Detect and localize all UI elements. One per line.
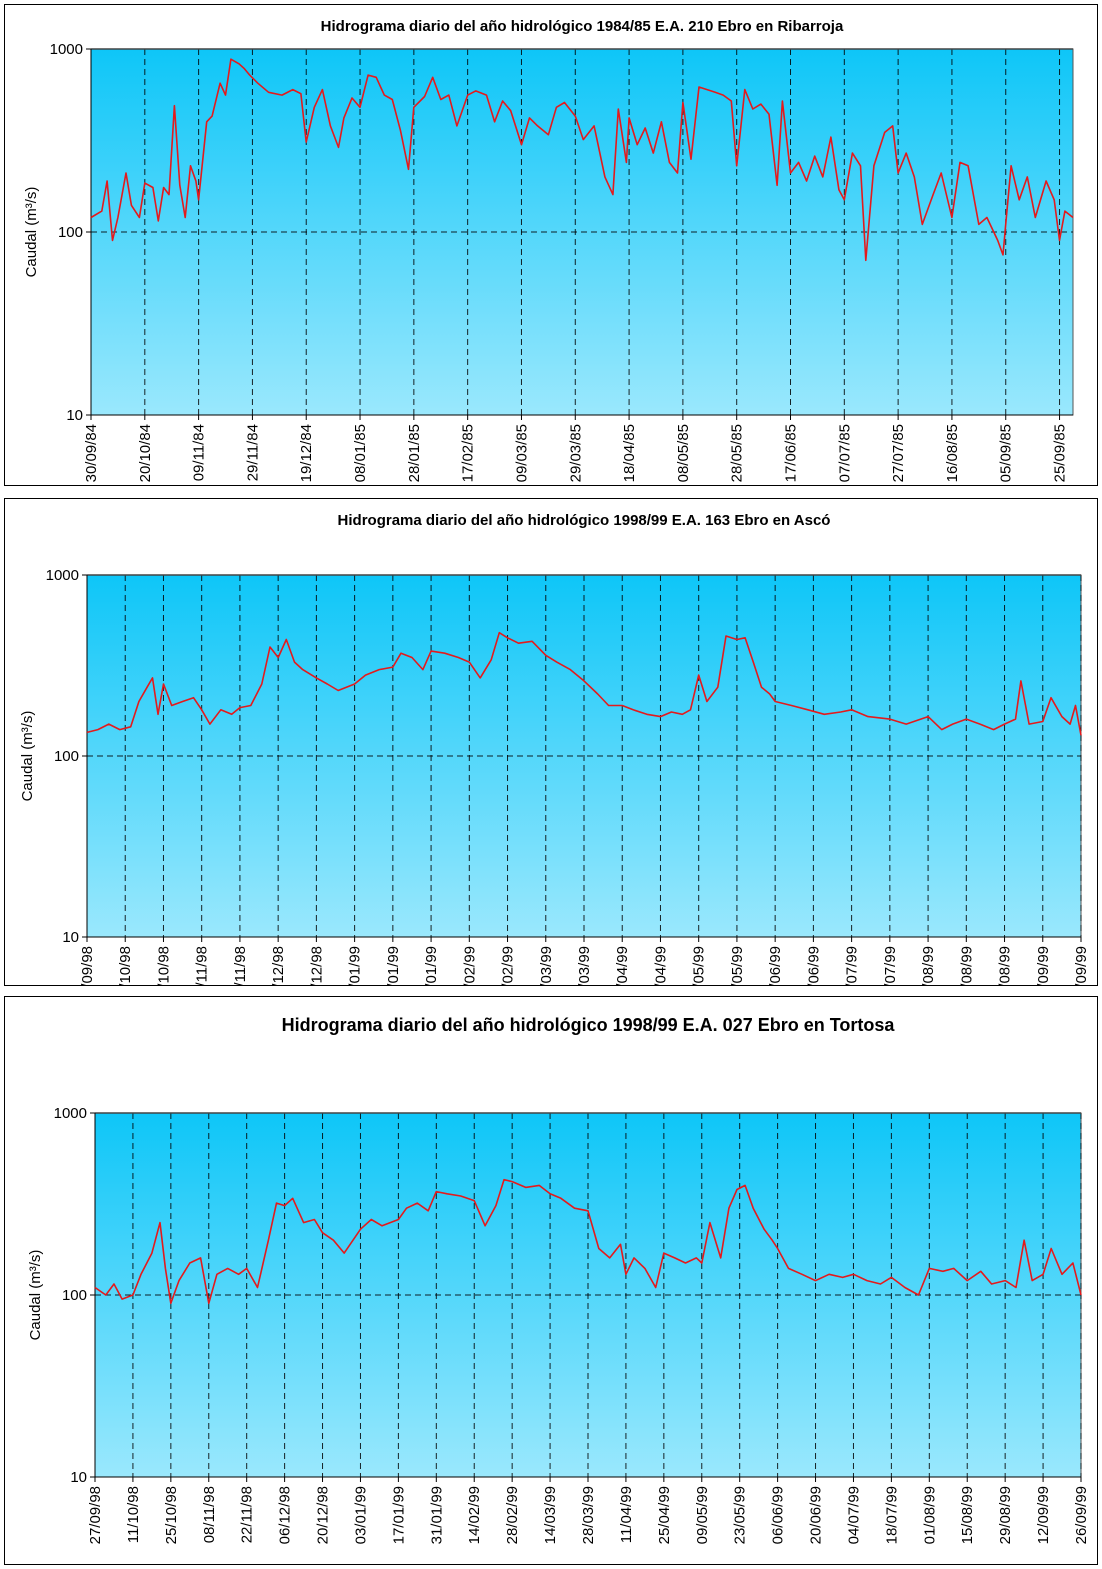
y-tick-label: 10 [62, 929, 79, 946]
hydrograph-chart-ribarroja: Hidrograma diario del año hidrológico 19… [23, 18, 1074, 482]
y-tick-label: 1000 [50, 41, 83, 58]
x-tick-label: 18/07/99 [882, 946, 899, 985]
x-tick-label: 20/10/84 [137, 424, 154, 482]
y-tick-label: 10 [66, 407, 83, 424]
x-tick-label: 07/07/85 [836, 424, 853, 482]
x-tick-label: 20/12/98 [315, 1486, 332, 1544]
x-tick-label: 25/09/85 [1052, 424, 1069, 482]
x-tick-label: 28/05/85 [729, 424, 746, 482]
x-tick-label: 19/12/84 [298, 424, 315, 482]
x-tick-label: 15/08/99 [958, 946, 975, 985]
x-tick-label: 28/02/99 [504, 1486, 521, 1544]
y-tick-label: 100 [62, 1287, 87, 1304]
x-tick-label: 03/01/99 [347, 946, 364, 985]
x-tick-label: 11/04/99 [614, 946, 631, 985]
x-tick-label: 17/02/85 [460, 424, 477, 482]
y-axis-label: Caudal (m³/s) [19, 711, 36, 802]
x-tick-label: 09/11/84 [191, 424, 208, 481]
x-tick-label: 31/01/99 [428, 1486, 445, 1544]
discharge-series-line [94, 1178, 1082, 1305]
y-axis-label: Caudal (m³/s) [27, 1250, 44, 1341]
x-tick-label: 06/12/98 [270, 946, 287, 985]
discharge-series-line [90, 58, 1074, 262]
x-tick-label: 18/04/85 [621, 424, 638, 482]
chart-title: Hidrograma diario del año hidrológico 19… [321, 18, 844, 35]
x-tick-label: 15/08/99 [959, 1486, 976, 1544]
y-tick-label: 100 [54, 748, 79, 765]
x-tick-label: 14/03/99 [542, 1486, 559, 1544]
x-tick-label: 14/02/99 [466, 1486, 483, 1544]
x-tick-label: 14/03/99 [538, 946, 555, 985]
x-tick-label: 25/04/99 [656, 1486, 673, 1544]
x-tick-label: 06/06/99 [767, 946, 784, 985]
x-tick-label: 29/11/84 [244, 424, 261, 481]
x-tick-label: 17/01/99 [385, 946, 402, 985]
x-tick-label: 11/10/98 [125, 1486, 142, 1543]
x-tick-label: 12/09/99 [1035, 946, 1052, 985]
x-tick-label: 16/08/85 [944, 424, 961, 482]
chart-panel-ribarroja: Hidrograma diario del año hidrológico 19… [4, 4, 1098, 486]
chart-title: Hidrograma diario del año hidrológico 19… [338, 512, 831, 529]
x-tick-label: 08/05/85 [675, 424, 692, 482]
discharge-series-line [86, 631, 1082, 736]
x-tick-label: 01/08/99 [920, 946, 937, 985]
x-tick-label: 22/11/98 [239, 1486, 256, 1543]
chart-title: Hidrograma diario del año hidrológico 19… [282, 1015, 896, 1035]
x-tick-label: 04/07/99 [844, 946, 861, 985]
chart-panel-tortosa: Hidrograma diario del año hidrológico 19… [4, 996, 1098, 1565]
x-tick-label: 08/01/85 [352, 424, 369, 482]
x-tick-label: 14/02/99 [461, 946, 478, 985]
x-tick-label: 18/07/99 [883, 1486, 900, 1544]
x-tick-label: 31/01/99 [423, 946, 440, 985]
y-axis-label: Caudal (m³/s) [23, 187, 40, 278]
x-tick-label: 09/05/99 [694, 1486, 711, 1544]
x-tick-label: 08/11/98 [194, 946, 211, 985]
y-tick-label: 1000 [46, 567, 79, 584]
y-tick-label: 1000 [54, 1105, 87, 1122]
x-tick-label: 28/03/99 [576, 946, 593, 985]
x-tick-label: 30/09/84 [83, 424, 100, 482]
y-tick-label: 10 [70, 1469, 87, 1486]
x-tick-label: 20/12/98 [308, 946, 325, 985]
x-tick-label: 11/10/98 [117, 946, 134, 985]
x-tick-label: 28/01/85 [406, 424, 423, 482]
x-tick-label: 08/11/98 [201, 1486, 218, 1543]
x-tick-label: 09/03/85 [513, 424, 530, 482]
x-tick-label: 26/09/99 [1073, 1486, 1090, 1544]
x-tick-label: 01/08/99 [921, 1486, 938, 1544]
x-tick-label: 03/01/99 [352, 1486, 369, 1544]
x-tick-label: 11/04/99 [618, 1486, 635, 1543]
x-tick-label: 25/04/99 [652, 946, 669, 985]
x-tick-label: 23/05/99 [729, 946, 746, 985]
x-tick-label: 27/07/85 [890, 424, 907, 482]
x-tick-label: 05/09/85 [998, 424, 1015, 482]
x-tick-label: 04/07/99 [845, 1486, 862, 1544]
x-tick-label: 09/05/99 [691, 946, 708, 985]
hydrograph-chart-asco: Hidrograma diario del año hidrológico 19… [19, 512, 1090, 985]
x-tick-label: 20/06/99 [808, 1486, 825, 1544]
x-tick-label: 27/09/98 [87, 1486, 104, 1544]
hydrograph-chart-tortosa: Hidrograma diario del año hidrológico 19… [27, 1015, 1090, 1544]
y-tick-label: 100 [58, 224, 83, 241]
x-tick-label: 20/06/99 [805, 946, 822, 985]
x-tick-label: 26/09/99 [1073, 946, 1090, 985]
x-tick-label: 28/02/99 [500, 946, 517, 985]
x-tick-label: 27/09/98 [79, 946, 96, 985]
x-tick-label: 17/06/85 [783, 424, 800, 482]
x-tick-label: 06/12/98 [277, 1486, 294, 1544]
chart-panel-asco: Hidrograma diario del año hidrológico 19… [4, 498, 1098, 986]
x-tick-label: 22/11/98 [232, 946, 249, 985]
x-tick-label: 23/05/99 [732, 1486, 749, 1544]
x-tick-label: 29/03/85 [567, 424, 584, 482]
x-tick-label: 29/08/99 [997, 946, 1014, 985]
x-tick-label: 25/10/98 [163, 1486, 180, 1544]
x-tick-label: 29/08/99 [997, 1486, 1014, 1544]
x-tick-label: 12/09/99 [1035, 1486, 1052, 1544]
x-tick-label: 25/10/98 [155, 946, 172, 985]
x-tick-label: 28/03/99 [580, 1486, 597, 1544]
x-tick-label: 06/06/99 [770, 1486, 787, 1544]
x-tick-label: 17/01/99 [390, 1486, 407, 1544]
